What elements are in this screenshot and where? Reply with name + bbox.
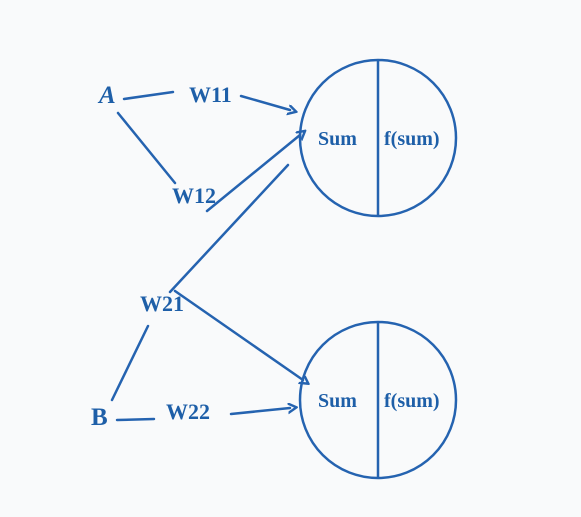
connection-a_to_w12 [118,113,175,183]
neuron2-sum-label: Sum [318,390,357,413]
connection-a_to_w11 [124,92,173,99]
input-b-label: B [91,404,108,432]
connections-group [112,92,303,420]
connection-w12_cross [207,135,300,211]
input-a-label: A [99,82,116,110]
connection-w11_arrow [241,96,290,110]
neuron1-fsum-label: f(sum) [384,128,440,151]
weight-w12-label: W12 [172,183,216,209]
connection-b_to_w22 [117,419,154,420]
connection-w21_cross [175,291,303,380]
connection-b_to_w21 [112,326,148,400]
weight-w22-label: W22 [166,399,210,425]
neuron1-sum-label: Sum [318,128,357,151]
connection-w22_arrow [231,408,290,414]
weight-w11-label: W11 [189,82,232,108]
diagram-svg [0,0,581,517]
neuron2-fsum-label: f(sum) [384,390,440,413]
weight-w21-label: W21 [140,291,184,317]
neurons-group [300,60,456,478]
